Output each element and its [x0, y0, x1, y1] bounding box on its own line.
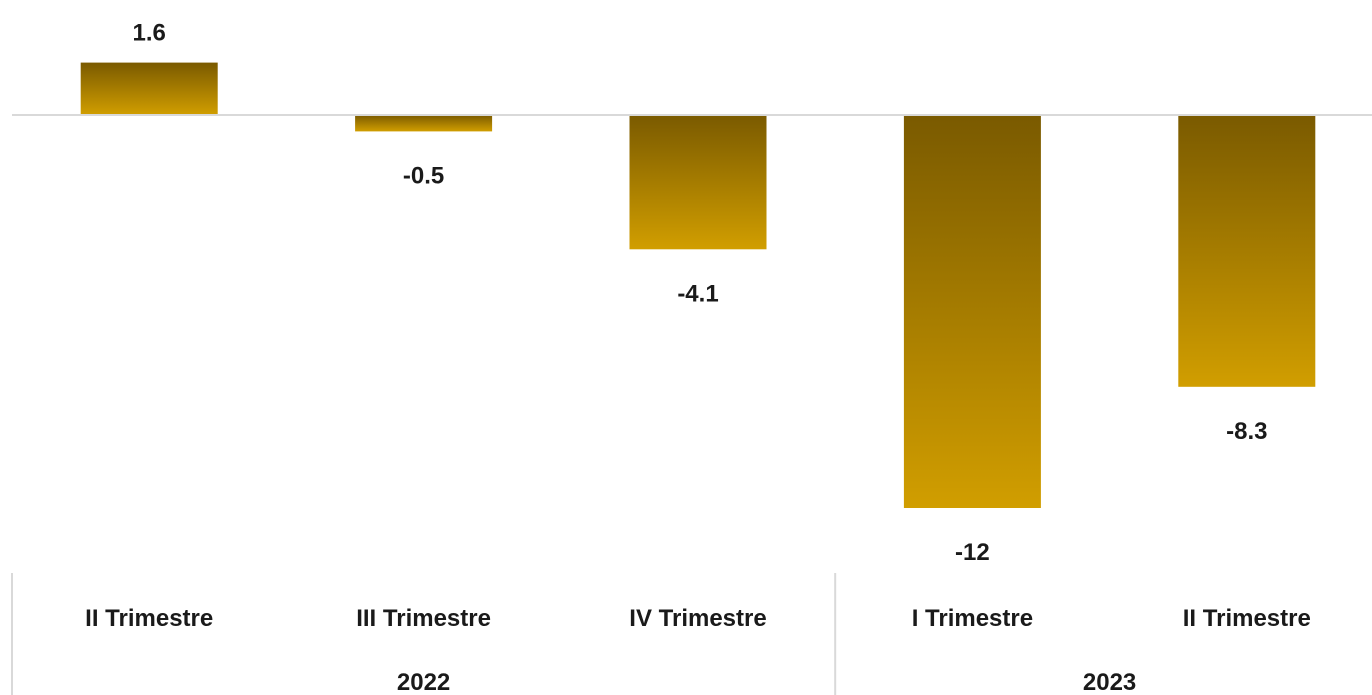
- data-label-4: -12: [955, 539, 990, 566]
- data-labels: 1.6 -0.5 -4.1 -12 -8.3: [133, 20, 1268, 566]
- category-axis: II Trimestre III Trimestre IV Trimestre I T…: [11, 573, 1311, 695]
- category-label-2: III Trimestre: [356, 605, 491, 632]
- bar-2: [355, 115, 493, 132]
- group-label-2023: 2023: [1083, 669, 1136, 695]
- bar-1: [80, 62, 218, 115]
- category-label-3: IV Trimestre: [629, 605, 766, 632]
- bar-4: [903, 115, 1041, 508]
- category-label-1: II Trimestre: [85, 605, 213, 632]
- data-label-5: -8.3: [1226, 418, 1267, 445]
- category-label-5: II Trimestre: [1183, 605, 1311, 632]
- bar-3: [629, 115, 767, 250]
- bars: [80, 62, 1316, 508]
- bar-5: [1178, 115, 1316, 387]
- data-label-1: 1.6: [133, 20, 166, 47]
- group-label-2022: 2022: [397, 669, 450, 695]
- data-label-2: -0.5: [403, 162, 444, 189]
- category-label-4: I Trimestre: [912, 605, 1033, 632]
- data-label-3: -4.1: [677, 280, 718, 307]
